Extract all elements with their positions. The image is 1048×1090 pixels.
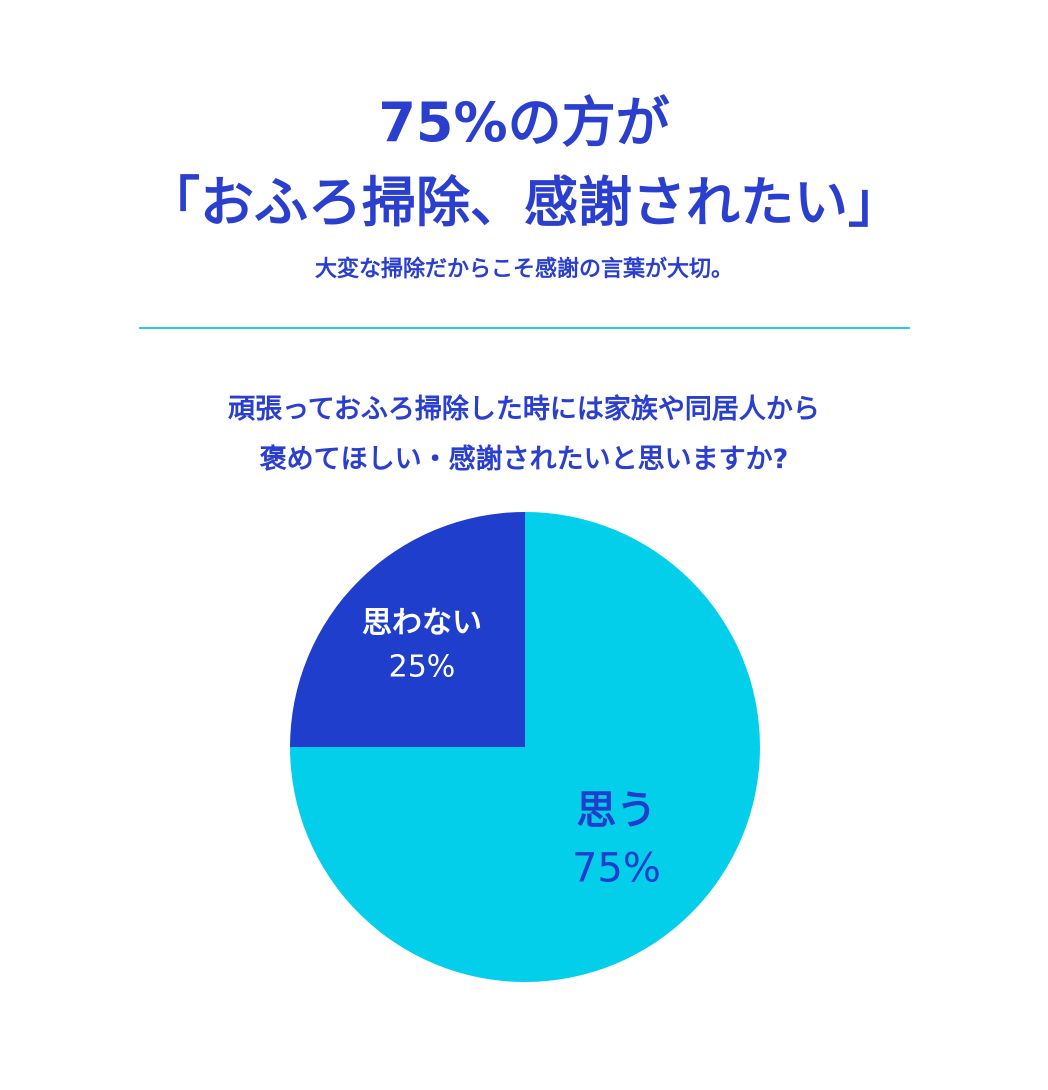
question-line-1: 頑張っておふろ掃除した時には家族や同居人から xyxy=(228,394,820,425)
pie-slice-disagree xyxy=(290,512,525,747)
pie-label-agree: 思う xyxy=(576,787,656,833)
divider xyxy=(139,327,910,329)
question-line-2: 褒めてほしい・感謝されたいと思いますか? xyxy=(259,444,789,475)
headline-line-1: 75%の方が xyxy=(378,91,670,154)
pie-label-disagree: 思わない xyxy=(362,605,482,640)
subtitle: 大変な掃除だからこそ感謝の言葉が大切。 xyxy=(314,257,733,282)
headline-line-2: 「おふろ掃除、感謝されたい」 xyxy=(146,171,902,234)
pie-value-disagree: 25% xyxy=(389,649,456,684)
pie-slices xyxy=(290,512,760,982)
pie-value-agree: 75% xyxy=(572,845,661,891)
pie-labels: 思う 75% 思わない 25% xyxy=(362,605,661,891)
